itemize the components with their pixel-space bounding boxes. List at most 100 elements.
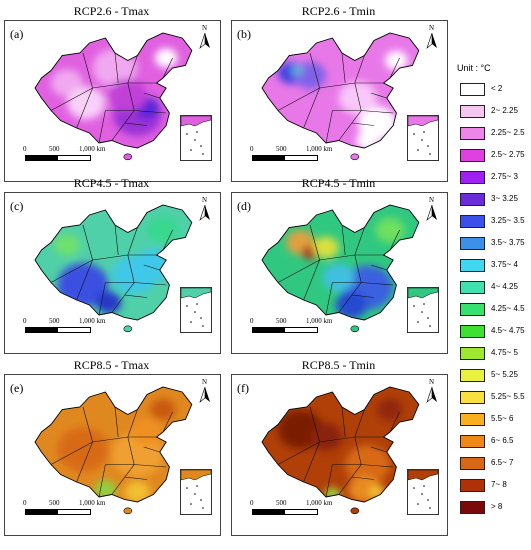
province-boundary xyxy=(351,294,375,298)
legend-label: 4.5~ 4.75 xyxy=(491,326,525,335)
map-panel: (e) N 0 500 1,000 km xyxy=(4,374,221,536)
legend-label: 2.5~ 2.75 xyxy=(491,150,525,159)
south-china-sea-inset xyxy=(407,287,439,333)
legend-title: Unit : °C xyxy=(457,63,491,73)
legend-item: 5.5~ 6 xyxy=(460,413,530,426)
north-arrow-icon: N xyxy=(425,379,439,403)
scale-bar: 0 500 1,000 km xyxy=(23,499,109,519)
legend-swatch xyxy=(460,149,485,162)
legend-item: 6~ 6.5 xyxy=(460,435,530,448)
panel-label: (f) xyxy=(237,381,249,395)
china-map xyxy=(261,32,420,161)
value-region xyxy=(108,79,147,112)
legend-label: 2.75~ 3 xyxy=(491,172,518,181)
scale-tick-label: 500 xyxy=(276,499,287,507)
china-map xyxy=(34,32,193,161)
legend-label: 5.25~ 5.5 xyxy=(491,392,525,401)
value-region xyxy=(385,50,408,71)
scale-tick-label: 0 xyxy=(23,317,27,325)
legend-label: 7~ 8 xyxy=(491,480,507,489)
south-china-sea-inset xyxy=(180,287,212,333)
panel-title: RCP4.5 - Tmax xyxy=(73,176,150,190)
province-boundary xyxy=(319,55,365,89)
legend-swatch xyxy=(460,501,485,514)
legend-swatch xyxy=(460,281,485,294)
map-panel: (a) N 0 500 1,000 km xyxy=(4,20,221,182)
province-boundary xyxy=(277,441,320,465)
legend-swatch xyxy=(460,193,485,206)
legend-swatch xyxy=(460,391,485,404)
hainan-island xyxy=(350,325,360,333)
panel-title: RCP2.6 - Tmax xyxy=(73,4,150,18)
value-region xyxy=(345,445,390,484)
value-region xyxy=(150,398,176,421)
legend-swatch xyxy=(460,457,485,470)
legend-label: < 2 xyxy=(491,84,503,93)
province-boundary xyxy=(319,409,365,443)
value-region xyxy=(57,263,109,307)
legend-item: 5~ 5.25 xyxy=(460,369,530,382)
province-boundary xyxy=(370,92,387,99)
hainan-island xyxy=(123,153,133,161)
legend-label: > 8 xyxy=(491,502,503,511)
value-region xyxy=(57,427,109,472)
province-boundary xyxy=(325,110,333,144)
legend-label: 5.5~ 6 xyxy=(491,414,514,423)
scale-tick-label: 1,000 km xyxy=(79,317,106,325)
legend-item: 2.25~ 2.5 xyxy=(460,127,530,140)
province-boundary xyxy=(143,446,160,453)
value-region xyxy=(377,398,403,421)
north-arrow-icon: N xyxy=(198,379,212,403)
scale-tick-label: 0 xyxy=(250,499,254,507)
legend-swatch xyxy=(460,325,485,338)
legend-swatch xyxy=(460,215,485,228)
legend-label: 5~ 5.25 xyxy=(491,370,518,379)
province-boundary xyxy=(341,52,346,84)
province-boundary xyxy=(114,224,119,256)
legend-swatch xyxy=(460,369,485,382)
legend-item: 4.75~ 5 xyxy=(460,347,530,360)
panel-label: (b) xyxy=(237,27,251,41)
value-region xyxy=(322,263,355,292)
legend-item: 4.25~ 4.5 xyxy=(460,303,530,316)
province-boundary xyxy=(361,110,394,114)
scale-tick-label: 1,000 km xyxy=(79,499,106,507)
province-boundary xyxy=(134,110,167,114)
legend-swatch xyxy=(460,171,485,184)
country-boundary xyxy=(261,386,420,503)
legend-swatch xyxy=(460,259,485,272)
panel-title: RCP4.5 - Tmin xyxy=(301,176,376,190)
value-region xyxy=(131,418,163,446)
legend-label: 2~ 2.25 xyxy=(491,106,518,115)
province-boundary xyxy=(277,259,320,283)
province-boundary xyxy=(114,52,119,84)
province-boundary xyxy=(143,264,160,271)
scale-tick-label: 0 xyxy=(250,317,254,325)
province-boundary xyxy=(124,122,148,126)
country-boundary xyxy=(34,32,193,149)
province-boundary xyxy=(277,87,320,111)
scale-tick-label: 500 xyxy=(49,317,60,325)
panel-label: (e) xyxy=(10,381,24,395)
legend-label: 4.75~ 5 xyxy=(491,348,518,357)
province-boundary xyxy=(319,227,365,261)
province-boundary xyxy=(124,294,148,298)
legend-swatch xyxy=(460,435,485,448)
province-boundary xyxy=(143,92,160,99)
province-boundary xyxy=(50,87,93,111)
scale-tick-label: 500 xyxy=(49,499,60,507)
province-boundary xyxy=(370,446,387,453)
value-region xyxy=(375,217,405,243)
hainan-island xyxy=(123,325,133,333)
value-region xyxy=(335,291,368,319)
province-boundary xyxy=(351,476,375,480)
province-boundary xyxy=(389,411,400,433)
panel-label: (c) xyxy=(10,199,24,213)
scale-bar: 0 500 1,000 km xyxy=(250,499,336,519)
province-boundary xyxy=(370,264,387,271)
legend-item: 3.5~ 3.75 xyxy=(460,237,530,250)
scale-tick-label: 0 xyxy=(250,145,254,153)
scale-tick-label: 0 xyxy=(23,145,27,153)
province-boundary xyxy=(341,224,346,256)
value-region xyxy=(290,65,304,76)
